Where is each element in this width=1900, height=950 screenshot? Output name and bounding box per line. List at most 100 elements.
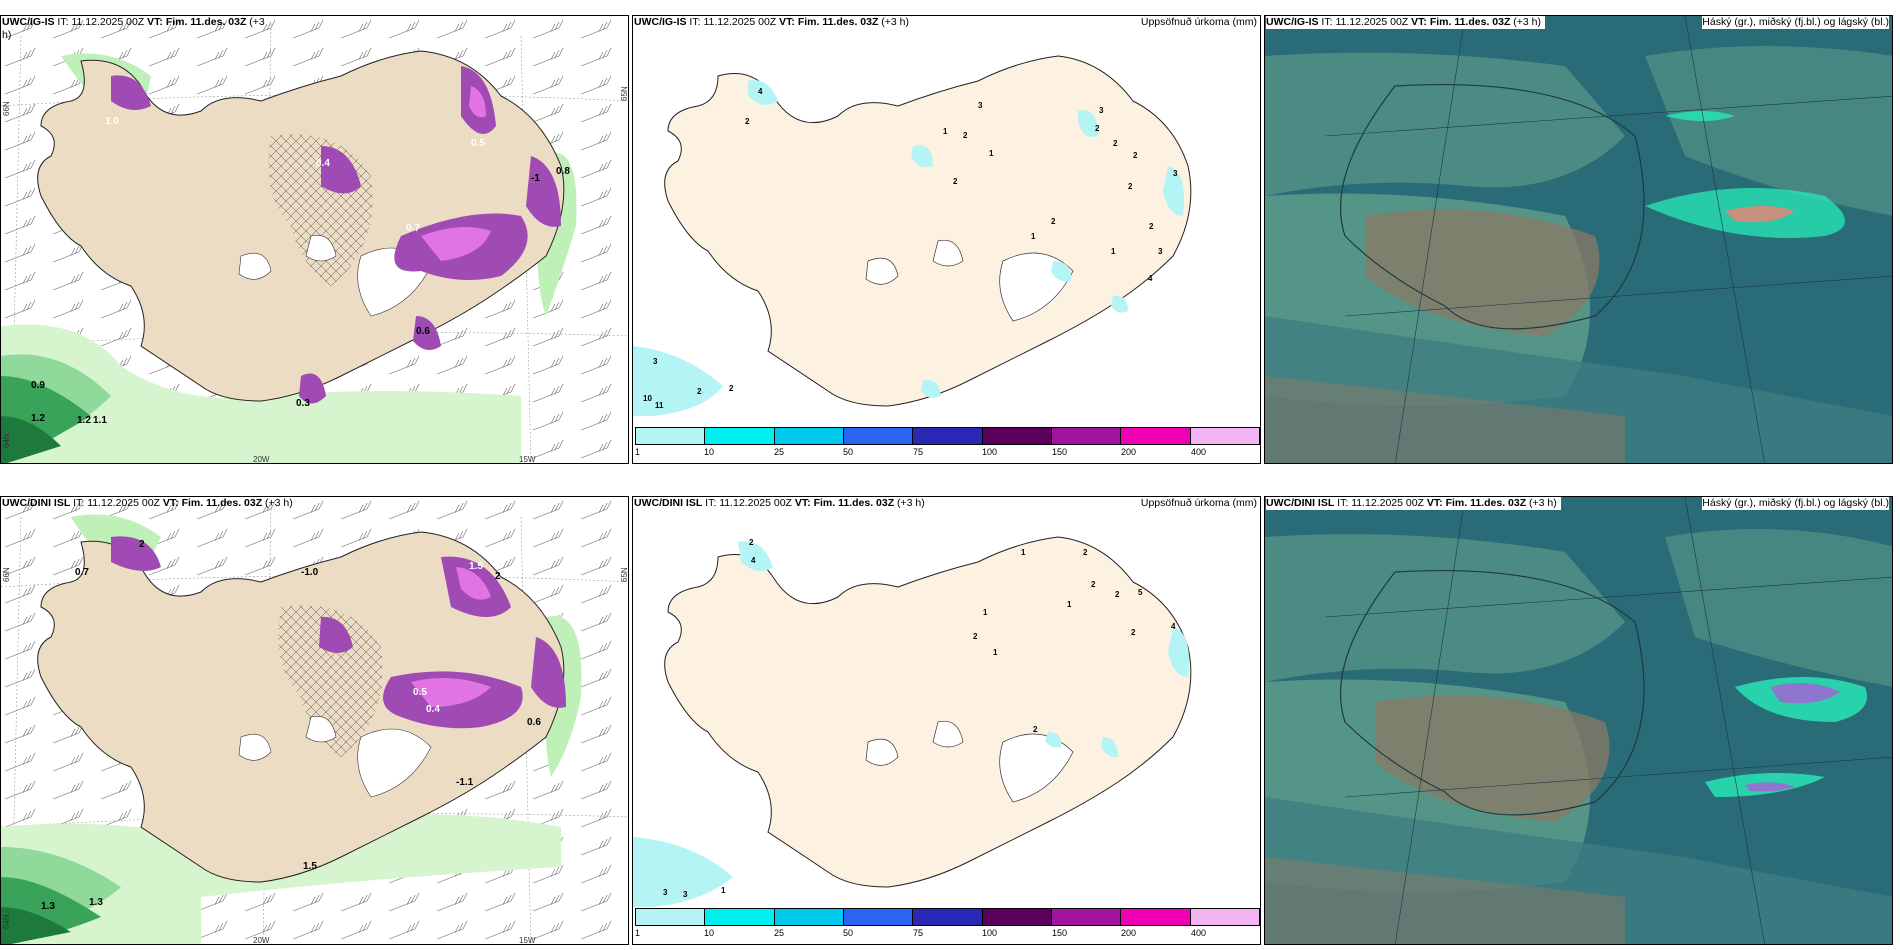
- svg-text:2: 2: [963, 131, 968, 140]
- svg-text:3: 3: [978, 101, 983, 110]
- precip-map: 4 2 1 2 1 2 2 5 2 4 1 2 1 2 3 3 1: [633, 536, 1192, 907]
- svg-text:2: 2: [973, 632, 978, 641]
- svg-text:1: 1: [989, 149, 994, 158]
- svg-text:3: 3: [653, 357, 658, 366]
- svg-text:2: 2: [1091, 580, 1096, 589]
- panel-subtitle: Uppsöfnuð úrkoma (mm): [1140, 16, 1257, 28]
- precip-patches: [748, 80, 1184, 398]
- svg-text:2: 2: [953, 177, 958, 186]
- svg-text:1: 1: [1111, 247, 1116, 256]
- svg-text:2: 2: [1051, 217, 1056, 226]
- svg-text:3: 3: [1173, 169, 1178, 178]
- svg-text:20W: 20W: [253, 936, 270, 945]
- svg-text:2: 2: [139, 539, 145, 550]
- svg-text:2: 2: [697, 387, 702, 396]
- value-labels: 0.9 1.2 1.2 1.1 1.0 0.8 0.5 0.7 0.6 0.3 …: [31, 116, 570, 426]
- svg-text:65N: 65N: [620, 567, 629, 582]
- svg-text:1.3: 1.3: [89, 897, 103, 908]
- svg-text:3: 3: [663, 888, 668, 897]
- legend-label: 1: [635, 928, 641, 938]
- legend-label: 50: [843, 447, 854, 457]
- legend-label: 75: [913, 447, 924, 457]
- svg-text:2: 2: [495, 571, 501, 582]
- svg-text:2: 2: [745, 117, 750, 126]
- precip-legend: 1 10 25 50 75 100 150 200 400: [635, 427, 1260, 461]
- svg-text:1.1: 1.1: [93, 415, 107, 426]
- precip-legend: 1 10 25 50 75 100 150 200 400: [635, 908, 1260, 942]
- svg-text:0.9: 0.9: [31, 380, 45, 391]
- cloud-map: [1265, 16, 1892, 463]
- svg-text:2: 2: [1131, 628, 1136, 637]
- svg-text:1.3: 1.3: [41, 901, 55, 912]
- precip-values: 4 2 1 2 3 2 1 3 2 2 2 3 1 2 2 1 3 2 4 3 …: [643, 87, 1178, 410]
- svg-text:4: 4: [1148, 274, 1153, 283]
- legend-label: 150: [1052, 928, 1068, 938]
- wind-panel-dini: UWC/DINI ISL IT: 11.12.2025 00Z VT: Fim.…: [0, 496, 629, 945]
- svg-text:0.6: 0.6: [416, 326, 430, 337]
- legend-label: 400: [1191, 447, 1207, 457]
- svg-text:1: 1: [721, 886, 726, 895]
- legend-swatch: [843, 909, 914, 925]
- svg-text:0.3: 0.3: [296, 398, 310, 409]
- legend-swatch: [705, 909, 775, 925]
- legend-swatch: [636, 428, 706, 444]
- legend-swatch: [705, 428, 775, 444]
- svg-text:0.4: 0.4: [426, 704, 440, 715]
- panel-subtitle: Háský (gr.), miðský (fj.bl.) og lágský (…: [1702, 497, 1889, 510]
- svg-text:1.5: 1.5: [303, 861, 317, 872]
- svg-text:2: 2: [749, 538, 754, 547]
- legend-label: 200: [1121, 447, 1137, 457]
- svg-text:-1: -1: [531, 173, 540, 184]
- cloud-map: [1265, 497, 1892, 944]
- panel-title: UWC/DINI ISL IT: 11.12.2025 00Z VT: Fim.…: [1266, 497, 1561, 510]
- value-labels: 2 0.7 -1.0 1.5 2 0.5 0.6 -1.1 1.3 1.3 0.…: [41, 539, 541, 912]
- svg-text:3: 3: [1099, 106, 1104, 115]
- legend-swatch: [913, 909, 983, 925]
- svg-text:1: 1: [1031, 232, 1036, 241]
- svg-text:1: 1: [1021, 548, 1026, 557]
- svg-text:66N: 66N: [2, 567, 11, 582]
- svg-text:4: 4: [1171, 622, 1176, 631]
- svg-text:3: 3: [683, 890, 688, 899]
- svg-text:1.2: 1.2: [31, 413, 45, 424]
- panel-subtitle: Uppsöfnuð úrkoma (mm): [1140, 497, 1257, 509]
- iceland-land: [664, 536, 1192, 888]
- precip-values: 4 2 1 2 1 2 2 5 2 4 1 2 1 2 3 3 1: [663, 538, 1176, 899]
- svg-text:2: 2: [1033, 725, 1038, 734]
- wind-panel-ig: UWC/IG-IS IT: 11.12.2025 00Z VT: Fim. 11…: [0, 15, 629, 464]
- panel-title: UWC/DINI ISL IT: 11.12.2025 00Z VT: Fim.…: [2, 497, 293, 509]
- cloud-panel-dini: UWC/DINI ISL IT: 11.12.2025 00Z VT: Fim.…: [1264, 496, 1893, 945]
- legend-label: 100: [982, 447, 998, 457]
- legend-label: 25: [774, 928, 785, 938]
- legend-label: 400: [1191, 928, 1207, 938]
- svg-text:10: 10: [643, 394, 652, 403]
- panel-title: UWC/IG-IS IT: 11.12.2025 00Z VT: Fim. 11…: [634, 16, 910, 28]
- cloud-panel-ig: UWC/IG-IS IT: 11.12.2025 00Z VT: Fim. 11…: [1264, 15, 1893, 464]
- legend-label: 200: [1121, 928, 1137, 938]
- svg-text:2: 2: [729, 384, 734, 393]
- iceland-land: [664, 55, 1192, 407]
- svg-text:1.0: 1.0: [105, 116, 119, 127]
- svg-text:-1.0: -1.0: [301, 567, 319, 578]
- svg-text:-1.1: -1.1: [456, 777, 474, 788]
- svg-text:0.5: 0.5: [413, 687, 427, 698]
- legend-swatch: [1051, 428, 1122, 444]
- legend-swatch: [1051, 909, 1122, 925]
- svg-text:0.7: 0.7: [406, 223, 420, 234]
- svg-text:1: 1: [1067, 600, 1072, 609]
- svg-text:0.6: 0.6: [527, 717, 541, 728]
- legend-label: 10: [704, 447, 715, 457]
- legend-label: 1: [635, 447, 641, 457]
- legend-swatch: [1190, 428, 1259, 444]
- svg-text:64N: 64N: [2, 914, 11, 929]
- svg-text:11: 11: [655, 401, 664, 410]
- svg-text:3: 3: [1158, 247, 1163, 256]
- svg-text:2: 2: [1128, 182, 1133, 191]
- svg-text:1: 1: [993, 648, 998, 657]
- svg-text:0.5: 0.5: [471, 138, 485, 149]
- legend-swatch: [982, 428, 1052, 444]
- svg-text:64N: 64N: [2, 433, 11, 448]
- panel-title: UWC/DINI ISL IT: 11.12.2025 00Z VT: Fim.…: [634, 497, 925, 509]
- precip-map: 4 2 1 2 3 2 1 3 2 2 2 3 1 2 2 1 3 2 4 3 …: [633, 55, 1192, 416]
- panel-title: UWC/IG-IS IT: 11.12.2025 00Z VT: Fim. 11…: [1266, 16, 1546, 29]
